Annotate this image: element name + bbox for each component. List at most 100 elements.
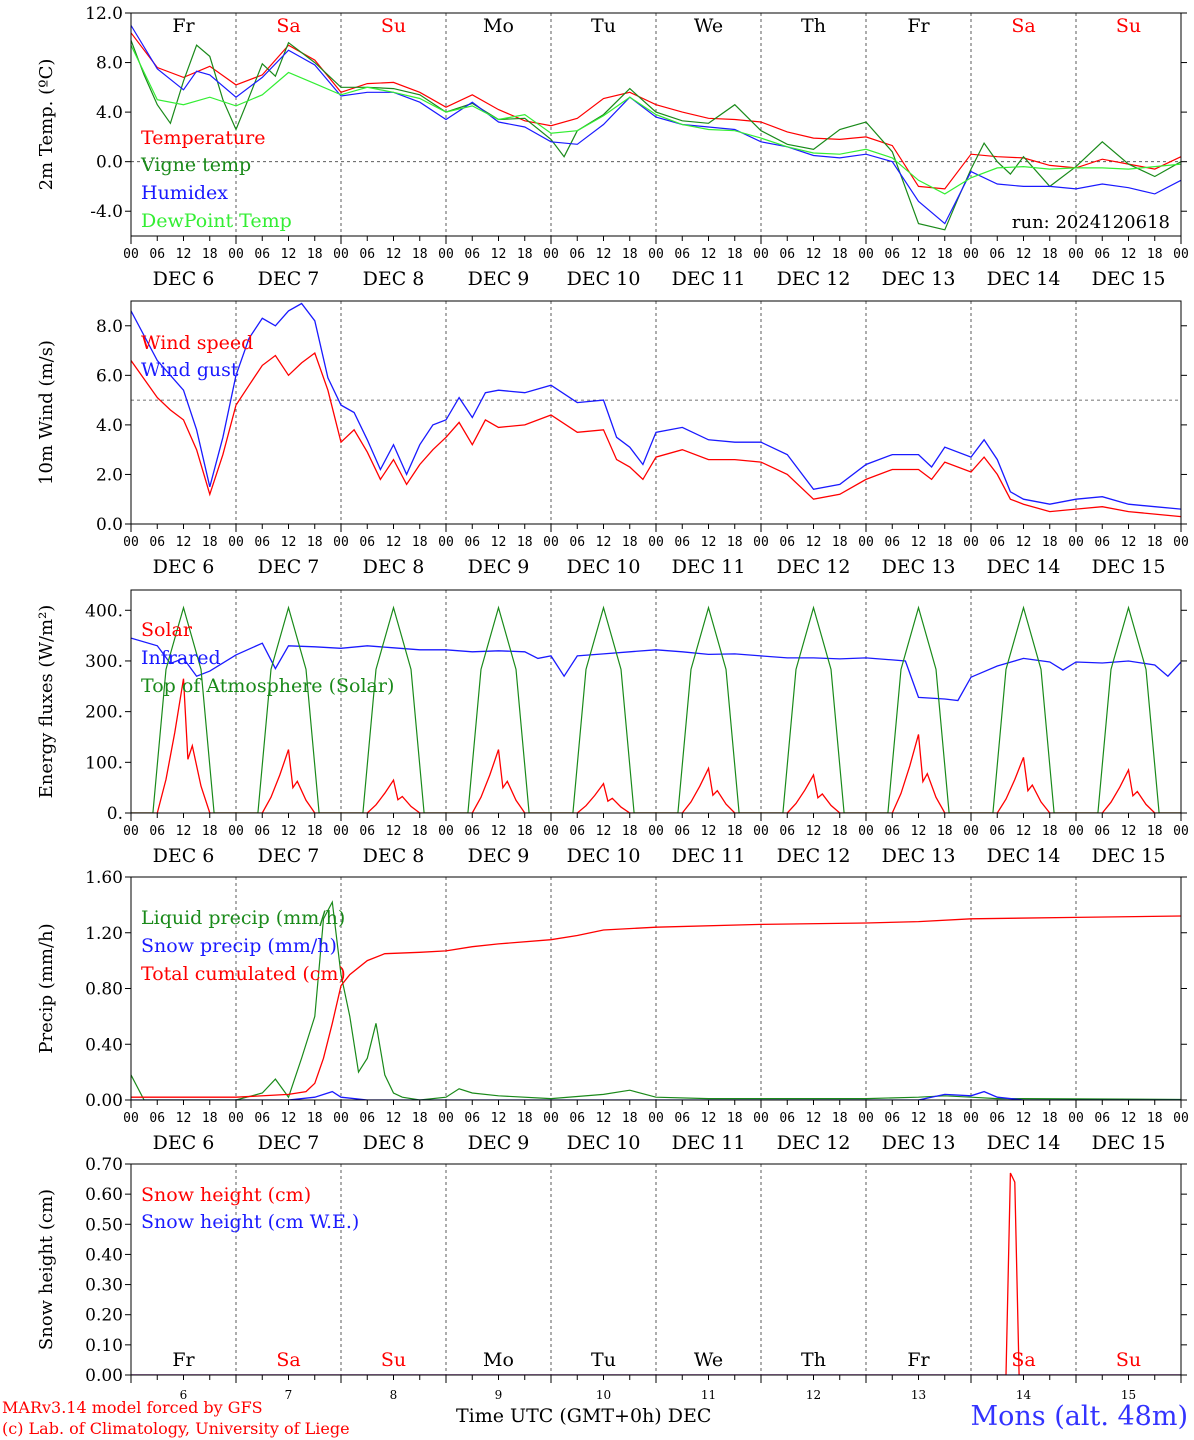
hour-tick-label: 06 [254, 1111, 270, 1126]
y-tick-label: 4.0 [96, 103, 123, 123]
hour-tick-label: 06 [989, 535, 1005, 550]
date-label: DEC 7 [258, 556, 320, 578]
day-number-label: 13 [911, 1388, 926, 1402]
hour-tick-label: 12 [176, 1111, 192, 1126]
hour-tick-label: 12 [911, 247, 927, 262]
hour-tick-label: 00 [333, 1111, 349, 1126]
legend-snow-height-cm-w-e-: Snow height (cm W.E.) [141, 1211, 359, 1233]
hour-tick-label: 12 [1016, 824, 1032, 839]
y-tick-label: 8.0 [96, 317, 123, 337]
hour-tick-label: 00 [1068, 824, 1084, 839]
hour-tick-label: 06 [464, 535, 480, 550]
date-label: DEC 6 [153, 268, 215, 290]
legend-infrared: Infrared [141, 647, 221, 669]
hour-tick-label: 12 [806, 1111, 822, 1126]
series-group [131, 302, 1181, 518]
hour-tick-label: 00 [753, 535, 769, 550]
weekday-label-bottom: Sa [276, 1349, 300, 1371]
legend-solar: Solar [141, 619, 193, 641]
y-tick-label: 0.10 [85, 1336, 123, 1356]
weekday-label-bottom: We [694, 1349, 723, 1371]
hour-tick-label: 00 [1173, 824, 1189, 839]
date-label: DEC 12 [777, 845, 851, 867]
hour-tick-label: 00 [963, 824, 979, 839]
hour-tick-label: 00 [753, 247, 769, 262]
hour-tick-label: 18 [1147, 247, 1163, 262]
hour-tick-label: 12 [596, 535, 612, 550]
plot-frame [130, 589, 1182, 814]
hour-tick-label: 18 [622, 824, 638, 839]
legend-temperature: Temperature [141, 127, 265, 149]
day-number-label: 6 [180, 1388, 188, 1402]
weekday-label-bottom: Fr [907, 1349, 930, 1371]
hour-tick-label: 12 [806, 247, 822, 262]
series-group [131, 25, 1181, 231]
series-line-temperature [131, 32, 1181, 190]
series-line-wind-gust [131, 302, 1181, 510]
hour-tick-label: 00 [1173, 535, 1189, 550]
hour-tick-label: 06 [674, 1111, 690, 1126]
weekday-label: Th [801, 15, 826, 37]
y-tick-label: 300. [85, 652, 123, 672]
hour-tick-label: 06 [464, 247, 480, 262]
hour-tick-label: 00 [438, 824, 454, 839]
hour-tick-label: 00 [438, 1111, 454, 1126]
weekday-label-bottom: Th [801, 1349, 826, 1371]
hour-tick-label: 18 [307, 535, 323, 550]
y-tick-label: 400. [85, 601, 123, 621]
hour-tick-label: 12 [1016, 535, 1032, 550]
hour-tick-label: 12 [596, 247, 612, 262]
date-label: DEC 13 [882, 1132, 956, 1154]
hour-tick-label: 18 [412, 535, 428, 550]
date-label: DEC 13 [882, 268, 956, 290]
hour-tick-label: 12 [701, 824, 717, 839]
hour-tick-label: 00 [648, 1111, 664, 1126]
series-line-total-cumulated-cm- [131, 915, 1181, 1098]
hour-tick-label: 18 [202, 824, 218, 839]
hour-tick-label: 12 [1121, 824, 1137, 839]
hour-tick-label: 18 [202, 247, 218, 262]
hour-tick-label: 06 [779, 1111, 795, 1126]
y-tick-label: 0.00 [85, 1091, 123, 1111]
hour-tick-label: 06 [254, 824, 270, 839]
hour-tick-label: 00 [543, 247, 559, 262]
hour-tick-label: 18 [412, 824, 428, 839]
hour-tick-label: 12 [701, 535, 717, 550]
plot-frame [130, 12, 1182, 237]
date-label: DEC 10 [567, 1132, 641, 1154]
hour-tick-label: 18 [727, 247, 743, 262]
hour-tick-label: 00 [858, 1111, 874, 1126]
hour-tick-label: 00 [333, 824, 349, 839]
y-tick-label: 0.70 [85, 1155, 123, 1175]
hour-tick-label: 06 [989, 1111, 1005, 1126]
date-label: DEC 14 [987, 1132, 1061, 1154]
date-label: DEC 10 [567, 556, 641, 578]
y-tick-label: 1.20 [85, 924, 123, 944]
hour-tick-label: 06 [569, 824, 585, 839]
hour-tick-label: 00 [648, 247, 664, 262]
series-line-vigne-temp [131, 40, 1181, 231]
hour-tick-label: 12 [806, 535, 822, 550]
hour-tick-label: 12 [281, 1111, 297, 1126]
date-label: DEC 9 [468, 845, 530, 867]
y-tick-label: 0.80 [85, 980, 123, 1000]
hour-tick-label: 00 [1173, 247, 1189, 262]
date-label: DEC 8 [363, 268, 425, 290]
weekday-label: We [694, 15, 723, 37]
hour-tick-label: 06 [569, 535, 585, 550]
series-group [131, 1172, 1181, 1375]
hour-tick-label: 00 [753, 824, 769, 839]
hour-tick-label: 06 [254, 247, 270, 262]
y-tick-label: 0.30 [85, 1276, 123, 1296]
panel-5: 0.70 0.60 0.50 0.40 0.30 0.20 0.10 0.00 Snow hei… [36, 1155, 1187, 1386]
hour-tick-label: 12 [596, 1111, 612, 1126]
hour-tick-label: 06 [674, 247, 690, 262]
date-label: DEC 12 [777, 268, 851, 290]
hour-tick-label: 06 [674, 535, 690, 550]
weekday-label-bottom: Su [381, 1349, 406, 1371]
hour-tick-label: 12 [911, 535, 927, 550]
hour-tick-label: 12 [386, 824, 402, 839]
hour-tick-label: 00 [228, 247, 244, 262]
station-label: Mons (alt. 48m) [970, 1401, 1188, 1432]
date-label: DEC 11 [672, 556, 746, 578]
